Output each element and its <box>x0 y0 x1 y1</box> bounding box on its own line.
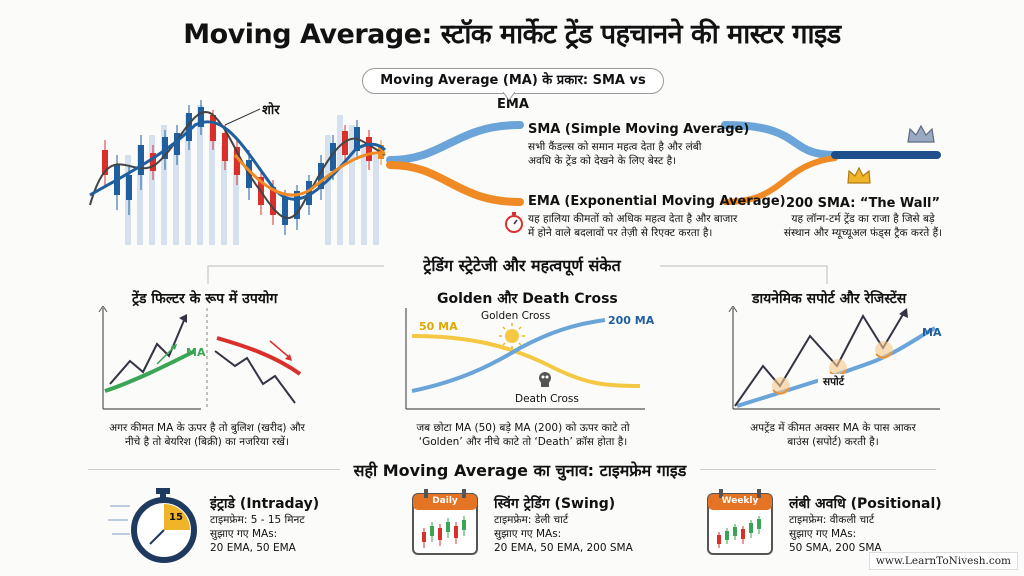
ma200-label: 200 MA <box>608 314 655 327</box>
pill-pointer <box>503 92 515 100</box>
cross-panel-title: Golden और Death Cross <box>437 291 618 307</box>
weekly-calendar-icon <box>707 489 773 555</box>
positional-mas: 50 SMA, 200 SMA <box>789 542 882 554</box>
ema-title: EMA (Exponential Moving Average) <box>528 194 786 209</box>
noise-candle-chart <box>89 100 387 245</box>
death-cross-label: Death Cross <box>515 393 579 405</box>
support-desc-line1: अपट्रेंड में कीमत अक्सर MA के पास आकर <box>750 422 916 434</box>
support-panel-title: डायनेमिक सपोर्ट और रेजिस्टेंस <box>752 291 907 307</box>
price-noise-line <box>89 111 386 220</box>
dynamic-support-chart <box>728 306 940 410</box>
positional-suggest: सुझाए गए MAs: <box>789 528 857 540</box>
intraday-frame: टाइमफ्रेम: 5 - 15 मिनट <box>210 514 305 526</box>
support-desc-line2: बाउंस (सपोर्ट) करती है। <box>787 436 879 448</box>
sma-title: SMA (Simple Moving Average) <box>528 122 750 137</box>
support-label: सपोर्ट <box>818 374 850 390</box>
ma200-line <box>411 318 606 393</box>
ema-line <box>233 151 386 197</box>
swing-frame: टाइमफ्रेम: डेली चार्ट <box>494 514 569 526</box>
ma50-label: 50 MA <box>419 320 458 333</box>
bearish-ma-line <box>216 336 302 376</box>
swing-suggest: सुझाए गए MAs: <box>494 528 562 540</box>
intraday-badge: 15 <box>169 512 183 523</box>
skull-icon <box>539 372 551 387</box>
ema-desc-line2: में होने वाले बदलावों पर तेज़ी से रिएक्ट… <box>528 227 713 239</box>
intraday-suggest: सुझाए गए MAs: <box>210 528 278 540</box>
ema-right-branch <box>722 155 838 205</box>
noise-pointer <box>224 108 261 126</box>
bearish-price-line <box>214 350 296 404</box>
intraday-timer-icon <box>108 488 197 563</box>
golden-death-cross-chart <box>405 308 645 410</box>
cross-desc-line1: जब छोटा MA (50) बड़े MA (200) को ऊपर काट… <box>416 422 630 434</box>
trend-filter-chart <box>98 306 302 410</box>
positional-frame: टाइमफ्रेम: वीकली चार्ट <box>789 514 875 526</box>
daily-badge: Daily <box>432 496 458 506</box>
golden-cross-label: Golden Cross <box>481 310 551 322</box>
filter-desc-line2: नीचे है तो बेयरिश (बिक्री) का नजरिया रखे… <box>125 436 289 448</box>
bearish-arrow <box>269 340 291 359</box>
sma-desc-line1: सभी कैंडल्स को समान महत्व देता है और लंब… <box>528 141 702 153</box>
strategy-heading: ट्रेडिंग स्ट्रेटेजी और महत्वपूर्ण संकेत <box>384 254 660 276</box>
ema-desc-line1: यह हालिया कीमतों को अधिक महत्व देता है औ… <box>528 213 738 225</box>
stopwatch-icon <box>505 212 523 233</box>
intraday-title: इंट्राडे (Intraday) <box>210 496 320 512</box>
sma200-desc-line2: संस्थान और म्यूच्यूअल फंड्स ट्रैक करते ह… <box>783 227 943 239</box>
website-link[interactable]: www.LearnToNivesh.com <box>868 552 1018 570</box>
sma-branch <box>386 121 524 164</box>
filter-ma-label: MA <box>186 346 206 359</box>
types-pill: Moving Average (MA) के प्रकार: SMA vs EM… <box>362 68 664 112</box>
sma-line <box>89 120 387 201</box>
crown-icon <box>907 124 935 143</box>
volume-bars <box>125 105 379 245</box>
sma-desc-line2: अवधि के ट्रेंड को देखने के लिए बेस्ट है। <box>528 155 677 167</box>
cross-desc-line2: ‘Golden’ और नीचे काटे तो ‘Death’ क्रॉस ह… <box>418 436 628 448</box>
intraday-mas: 20 EMA, 50 EMA <box>210 542 296 554</box>
support-ma-label: MA <box>922 326 942 339</box>
filter-panel-title: ट्रेंड फिल्टर के रूप में उपयोग <box>132 291 278 307</box>
page-title: Moving Average: स्टॉक मार्केट ट्रेंड पहच… <box>183 19 841 50</box>
noise-label: शोर <box>262 103 280 118</box>
sma-right-branch <box>721 121 839 159</box>
timeframe-heading: सही Moving Average का चुनाव: टाइमफ्रेम ग… <box>340 459 700 481</box>
ema-branch <box>386 161 524 206</box>
positional-title: लंबी अवधि (Positional) <box>789 496 942 512</box>
sun-icon <box>499 323 525 349</box>
weekly-badge: Weekly <box>721 496 759 506</box>
sma200-desc-line1: यह लॉन्ग-टर्म ट्रेंड का राजा है जिसे बड़… <box>791 213 935 225</box>
bullish-ma-line <box>104 349 196 393</box>
sma200-title: 200 SMA: “The Wall” <box>785 196 941 211</box>
ma-type-flow <box>386 121 941 206</box>
daily-calendar-icon <box>412 489 478 555</box>
filter-desc-line1: अगर कीमत MA के ऊपर है तो बुलिश (खरीद) और <box>109 422 305 434</box>
ma50-line <box>411 334 641 388</box>
bullish-arrow <box>156 345 176 365</box>
support-ma-line <box>736 326 936 408</box>
swing-mas: 20 EMA, 50 EMA, 200 SMA <box>494 542 633 554</box>
gold-crown-icon <box>847 166 871 184</box>
swing-title: स्विंग ट्रेडिंग (Swing) <box>494 496 616 512</box>
